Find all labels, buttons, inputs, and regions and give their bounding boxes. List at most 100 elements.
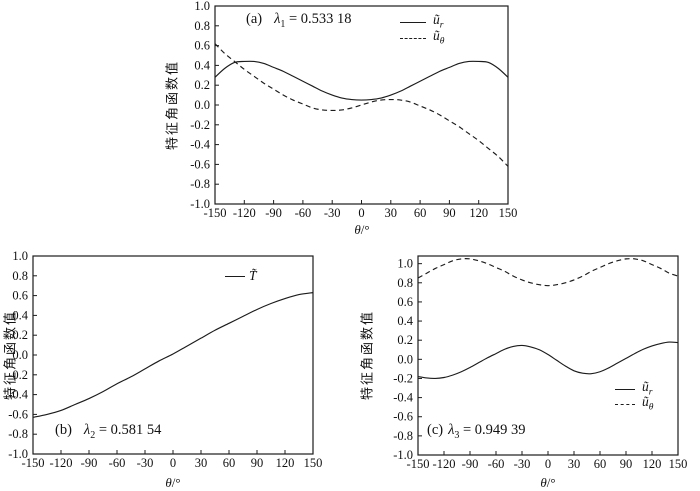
y-tick-label: 1.0 (12, 249, 28, 263)
y-tick-label: -0.6 (8, 407, 28, 421)
y-tick-label: -0.6 (190, 157, 210, 171)
y-tick-label: 1.0 (194, 0, 210, 13)
series-u_r (214, 60, 509, 101)
y-tick-label: -0.2 (393, 371, 413, 385)
y-tick-label: 0.2 (397, 333, 413, 347)
y-tick-label: -1.0 (190, 197, 210, 211)
x-tick-label: -90 (265, 206, 282, 220)
x-tick-label: -120 (433, 457, 456, 471)
subplot-letter: (a) (246, 11, 263, 27)
y-tick-label: 0.4 (12, 308, 28, 322)
plot-c: -150 -120 -90 -60 -30 0 30 60 90 120 150 -1.0 -0.8 -0… (345, 246, 700, 491)
degree-unit: /° (360, 222, 370, 237)
legend: T̃ (225, 268, 257, 284)
theta-symbol: θ (165, 475, 172, 490)
x-axis-label: θ/° (540, 475, 555, 491)
lambda-symbol: λ (448, 422, 455, 438)
x-tick-label: 30 (568, 457, 581, 471)
x-tick-label: -150 (204, 206, 227, 220)
y-axis-label: 特征角函数值 (2, 309, 18, 401)
y-tick-label: 0.8 (194, 19, 210, 33)
y-tick-label: 0.2 (194, 78, 210, 92)
x-tick-label: 60 (594, 457, 607, 471)
chart-canvas-c: -150 -120 -90 -60 -30 0 30 60 90 120 150 -1.0 -0.8 -0… (393, 255, 687, 471)
x-tick-label: -150 (407, 457, 430, 471)
x-tick-label: -60 (109, 456, 126, 470)
theta-symbol: θ (354, 222, 361, 237)
y-tick-label: -0.4 (8, 388, 29, 402)
eigenvalue: = 0.949 39 (463, 422, 526, 438)
eigenvalue: = 0.581 54 (98, 422, 162, 438)
x-tick-label: -30 (137, 456, 154, 470)
x-tick-label: 30 (195, 456, 208, 470)
x-tick-label: 0 (545, 457, 551, 471)
y-tick-label: -0.4 (393, 391, 414, 405)
x-tick-label: 150 (499, 206, 518, 220)
x-tick-label: 90 (251, 456, 264, 470)
series-symbol: ũ (642, 379, 649, 395)
y-tick-label: 0.0 (12, 348, 28, 362)
y-tick-label: 0.0 (194, 98, 210, 112)
y-tick-label: 0.4 (194, 58, 210, 72)
subplot-letter: (b) (55, 422, 72, 438)
legend-label: ũθ (642, 395, 653, 413)
y-tick-label: 0.6 (12, 289, 28, 303)
x-tick-label: -90 (462, 457, 479, 471)
lambda-subscript: 1 (280, 18, 286, 30)
dashed-line-sample (615, 404, 635, 405)
x-tick-label: -60 (295, 206, 312, 220)
x-tick-label: -30 (514, 457, 531, 471)
lambda-subscript: 3 (454, 429, 460, 441)
series-symbol: ũ (433, 27, 440, 43)
x-tick-label: 120 (469, 206, 488, 220)
lambda-subscript: 2 (90, 429, 96, 441)
solid-line-sample (400, 21, 426, 23)
x-tick-label: 60 (223, 456, 236, 470)
x-tick-label: 0 (358, 206, 364, 220)
plot-b: -150 -120 -90 -60 -30 0 30 60 90 120 150 -1.0 -0.8 -0… (0, 246, 340, 491)
dashed-line-sample (400, 37, 426, 39)
series-subscript: r (439, 20, 444, 31)
degree-unit: /° (546, 475, 556, 490)
subplot-title: (a) λ1 = 0.533 18 (246, 11, 352, 30)
y-tick-label: -0.8 (8, 427, 28, 441)
x-tick-label: 30 (385, 206, 398, 220)
legend-label: ũθ (433, 29, 444, 47)
y-tick-label: 0.2 (12, 328, 28, 342)
y-tick-label: 0.8 (397, 276, 413, 290)
legend: ũr ũθ (615, 380, 653, 413)
series-u_theta (214, 43, 509, 167)
y-tick-label: -1.0 (393, 448, 413, 462)
lambda-symbol: λ (83, 422, 91, 438)
solid-line-sample (615, 389, 635, 390)
y-tick-label: 1.0 (397, 257, 413, 271)
legend: ũr ũθ (400, 13, 444, 47)
chart-canvas-a: -150 -120 -90 -60 -30 0 30 60 90 120 150 -1.0 -0.8 -0… (190, 0, 518, 220)
y-tick-label: 0.8 (12, 269, 28, 283)
legend-label: ũr (642, 380, 652, 398)
x-tick-label: -60 (488, 457, 505, 471)
y-tick-label: -0.8 (393, 429, 413, 443)
x-tick-label: -90 (81, 456, 98, 470)
x-axis-label: θ/° (354, 222, 369, 238)
subplot-title: (b) λ2 = 0.581 54 (55, 422, 161, 441)
x-tick-label: -120 (233, 206, 256, 220)
y-tick-label: -1.0 (8, 447, 28, 461)
series-symbol: T̃ (249, 268, 257, 284)
axes-frame (214, 5, 509, 205)
y-tick-label: 0.6 (397, 295, 413, 309)
x-tick-label: -120 (50, 456, 73, 470)
subplot-letter: (c) (427, 422, 444, 438)
x-tick-label: 150 (304, 456, 323, 470)
lambda-symbol: λ (274, 11, 281, 27)
x-tick-label: 120 (276, 456, 295, 470)
theta-symbol: θ (540, 475, 547, 490)
eigenvalue: = 0.533 18 (289, 11, 352, 27)
y-axis-label: 特征角函数值 (359, 309, 375, 401)
legend-label: T̃ (249, 269, 257, 283)
x-axis-label: θ/° (165, 475, 180, 491)
chart-canvas-b: -150 -120 -90 -60 -30 0 30 60 90 120 150 -1.0 -0.8 -0… (8, 249, 323, 470)
x-tick-label: -150 (22, 456, 45, 470)
subplot-title: (c) λ3 = 0.949 39 (427, 422, 526, 441)
